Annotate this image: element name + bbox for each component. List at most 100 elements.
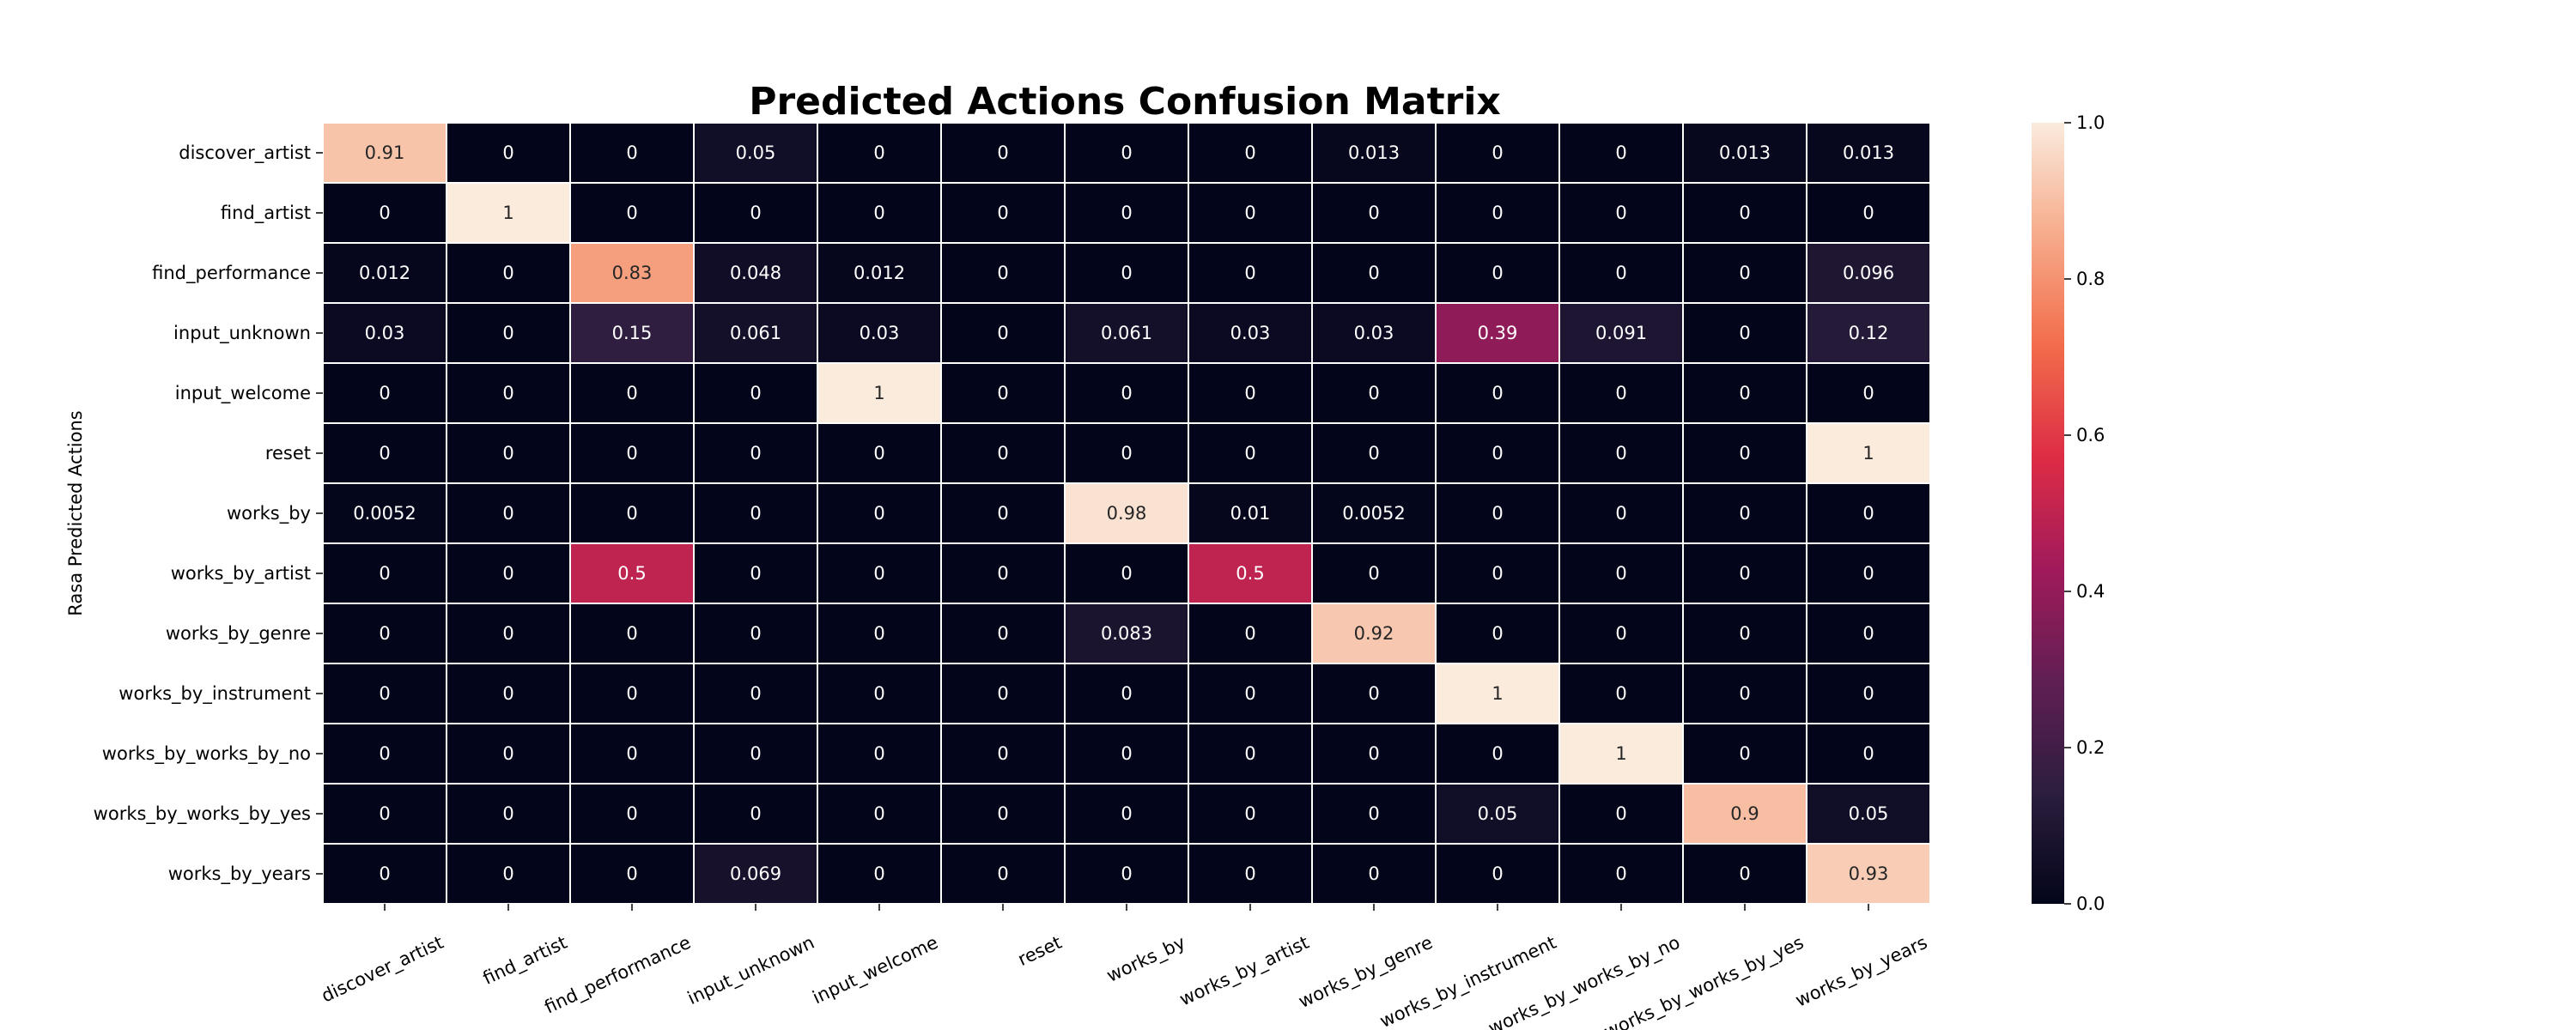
y-tick-label: works_by_genre	[166, 623, 311, 645]
cell-value-label: 0	[997, 563, 1008, 584]
cell-value-label: 0	[502, 743, 513, 764]
cell-value-label: 0	[873, 503, 884, 524]
heatmap-cell	[940, 663, 1066, 724]
heatmap-cell	[693, 422, 818, 484]
cell-value-label: 0	[873, 203, 884, 223]
cell-value-label: 1	[1862, 443, 1874, 464]
cell-value-label: 0	[997, 503, 1008, 524]
heatmap-cell	[693, 542, 818, 604]
heatmap-cell	[693, 783, 818, 845]
heatmap-cell	[1806, 482, 1931, 544]
cell-value-label: 0	[1492, 563, 1503, 584]
cell-value-label: 0	[502, 323, 513, 343]
cell-value-label: 0	[750, 623, 761, 644]
cell-value-label: 0	[379, 863, 390, 884]
cell-value-label: 0	[1739, 683, 1750, 704]
cell-value-label: 0	[1615, 563, 1626, 584]
cell-value-label: 0.061	[1101, 323, 1152, 343]
x-tick-label: reset	[1015, 932, 1065, 970]
cell-value-label: 0	[750, 683, 761, 704]
cell-value-label: 1	[1615, 743, 1626, 764]
heatmap-cells	[322, 122, 1931, 905]
cell-value-label: 0	[626, 803, 637, 824]
cell-value-label: 0	[379, 803, 390, 824]
cell-value-label: 0	[997, 383, 1008, 403]
heatmap-cell	[569, 422, 695, 484]
heatmap-cell	[569, 603, 695, 664]
cell-value-label: 0.03	[860, 323, 900, 343]
cell-value-label: 0	[1368, 443, 1379, 464]
cell-value-label: 0	[1244, 623, 1255, 644]
cell-value-label: 0	[750, 803, 761, 824]
cell-value-label: 0	[1492, 623, 1503, 644]
cell-value-label: 0	[1862, 743, 1874, 764]
heatmap-cell	[940, 542, 1066, 604]
heatmap-cell	[1064, 422, 1189, 484]
cell-value-label: 0	[1739, 323, 1750, 343]
cell-value-label: 0	[379, 563, 390, 584]
x-tick-label: works_by_years	[1792, 932, 1930, 1012]
heatmap-cell	[446, 663, 571, 724]
heatmap-cell	[693, 603, 818, 664]
heatmap-cell	[1806, 302, 1931, 364]
cell-value-label: 0	[502, 503, 513, 524]
cell-value-label: 0	[1615, 683, 1626, 704]
cell-value-label: 0.048	[730, 263, 781, 283]
cell-value-label: 0	[1615, 142, 1626, 163]
heatmap-cell	[817, 182, 942, 244]
cell-value-label: 0	[1121, 743, 1132, 764]
cell-value-label: 0	[1244, 863, 1255, 884]
heatmap-cell	[1435, 843, 1560, 905]
heatmap-cell	[1682, 422, 1807, 484]
cell-value-label: 0.05	[736, 142, 776, 163]
heatmap-cell	[1682, 362, 1807, 424]
cell-value-label: 0	[1739, 443, 1750, 464]
cell-value-label: 0	[997, 263, 1008, 283]
cell-value-label: 0	[502, 563, 513, 584]
colorbar-tick-label: 1.0	[2076, 112, 2105, 133]
cell-value-label: 0.03	[1230, 323, 1271, 343]
heatmap-cell	[1682, 663, 1807, 724]
cell-value-label: 0.15	[612, 323, 653, 343]
heatmap-cell	[1558, 663, 1684, 724]
heatmap-cell	[940, 603, 1066, 664]
cell-value-label: 0	[1615, 503, 1626, 524]
cell-value-label: 0	[626, 503, 637, 524]
cell-value-label: 0	[997, 443, 1008, 464]
heatmap-cell	[1188, 783, 1313, 845]
heatmap-cell	[817, 482, 942, 544]
heatmap-cell	[693, 362, 818, 424]
heatmap-cell	[569, 783, 695, 845]
heatmap-cell	[1064, 482, 1189, 544]
y-tick-label: works_by_instrument	[118, 683, 311, 705]
cell-value-label: 0	[997, 623, 1008, 644]
cell-value-label: 0	[997, 743, 1008, 764]
heatmap-cell	[1064, 843, 1189, 905]
cell-value-label: 0	[1121, 263, 1132, 283]
heatmap-cell	[1435, 663, 1560, 724]
cell-value-label: 0	[1244, 383, 1255, 403]
cell-value-label: 0.061	[730, 323, 781, 343]
cell-value-label: 0	[1492, 383, 1503, 403]
heatmap-cell	[446, 362, 571, 424]
heatmap-cell	[1311, 663, 1437, 724]
heatmap-cell	[1188, 603, 1313, 664]
heatmap-cell	[1558, 302, 1684, 364]
cell-value-label: 0.013	[1348, 142, 1400, 163]
cell-value-label: 0.05	[1478, 803, 1518, 824]
cell-value-label: 0	[1615, 623, 1626, 644]
heatmap-cell	[1435, 302, 1560, 364]
heatmap-cell	[1806, 783, 1931, 845]
heatmap-cell	[693, 482, 818, 544]
cell-value-label: 0	[1862, 383, 1874, 403]
heatmap-cell	[1064, 663, 1189, 724]
cell-value-label: 0	[1492, 263, 1503, 283]
cell-value-label: 0.5	[617, 563, 646, 584]
cell-value-label: 0	[626, 743, 637, 764]
heatmap-cell	[322, 182, 447, 244]
cell-value-label: 0	[1615, 443, 1626, 464]
heatmap-cell	[1311, 362, 1437, 424]
heatmap-cell	[1064, 302, 1189, 364]
cell-value-label: 0.083	[1101, 623, 1152, 644]
